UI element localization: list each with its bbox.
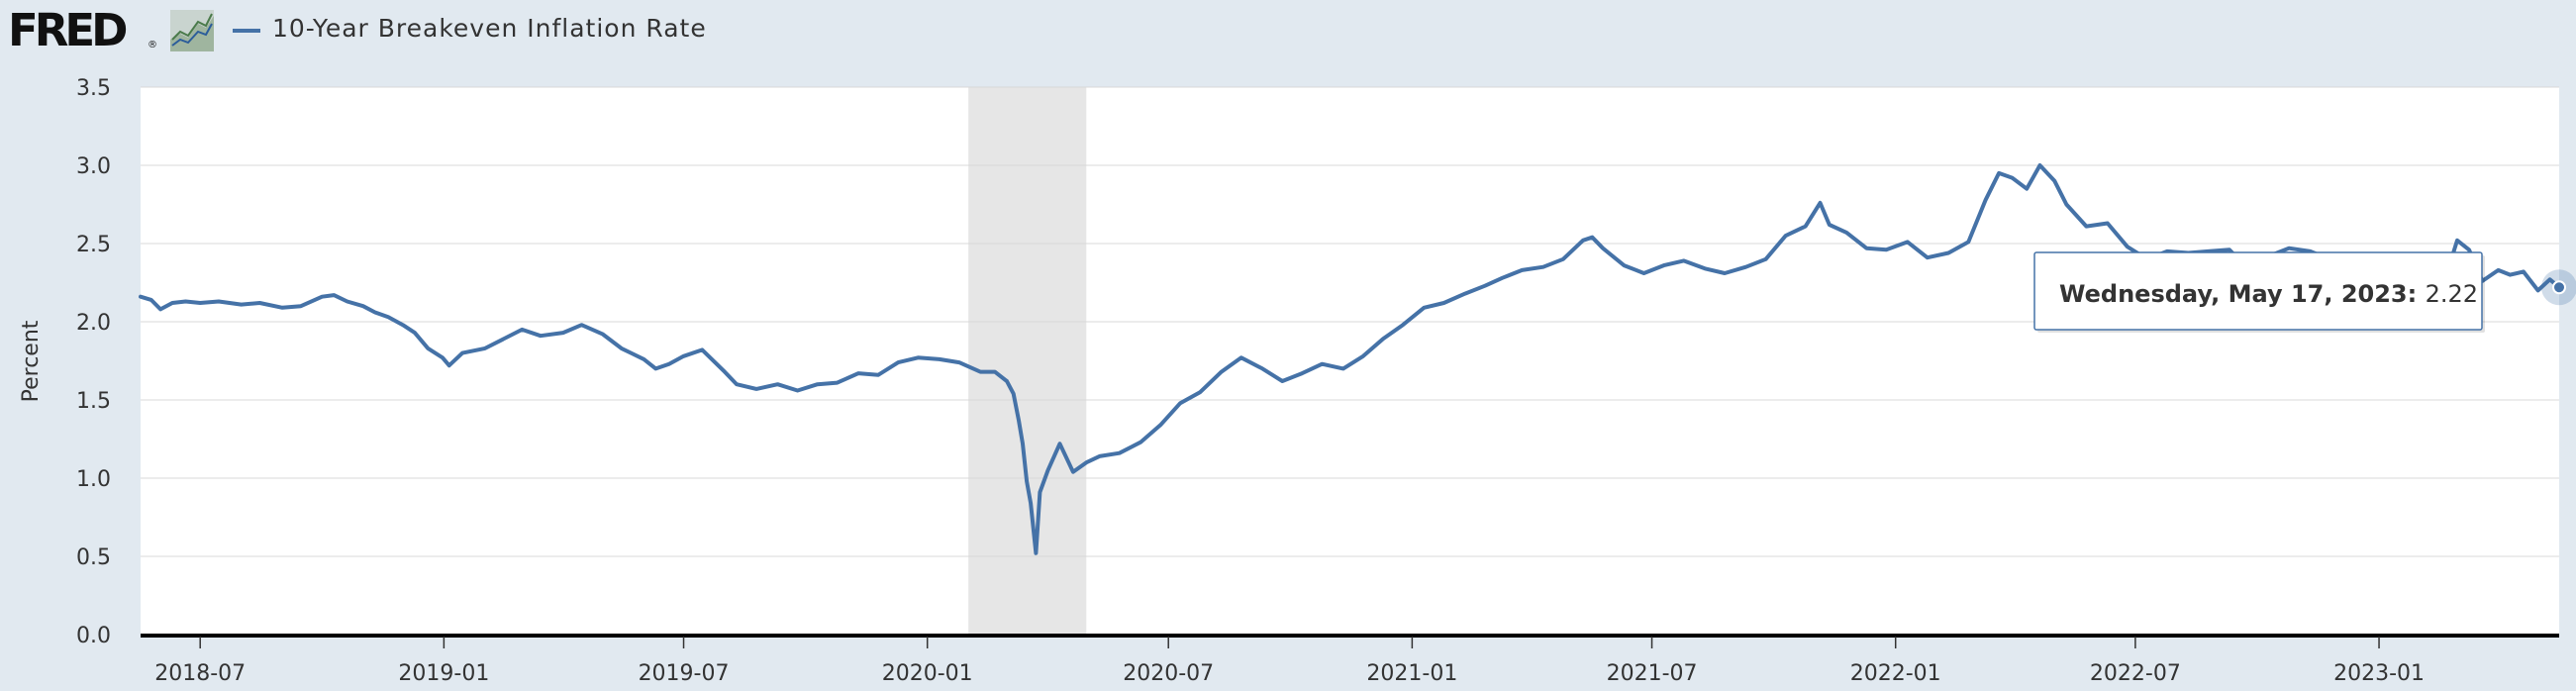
- plot-area: [141, 87, 2559, 635]
- y-tick-label: 3.5: [76, 76, 111, 101]
- tooltip-date: Wednesday, May 17, 2023:: [2059, 280, 2426, 308]
- x-tick-label: 2022-07: [2090, 661, 2181, 686]
- y-tick-label: 1.5: [76, 389, 111, 414]
- tooltip-text: Wednesday, May 17, 2023: 2.22: [2059, 280, 2478, 308]
- fred-logo[interactable]: FRED: [8, 4, 129, 56]
- chart-icon: [170, 10, 214, 51]
- hover-point[interactable]: [2552, 280, 2566, 295]
- legend-label[interactable]: 10-Year Breakeven Inflation Rate: [272, 14, 707, 43]
- y-tick-label: 1.0: [76, 467, 111, 492]
- y-tick-label: 0.0: [76, 624, 111, 648]
- x-tick-label: 2020-07: [1123, 661, 1214, 686]
- x-tick-label: 2021-07: [1607, 661, 1698, 686]
- tooltip-value: 2.22: [2426, 280, 2478, 308]
- x-tick-label: 2020-01: [882, 661, 973, 686]
- y-tick-label: 2.0: [76, 311, 111, 336]
- x-tick-label: 2022-01: [1850, 661, 1941, 686]
- y-axis-title: Percent: [19, 320, 44, 402]
- legend-swatch: [233, 29, 260, 33]
- x-tick-label: 2018-07: [154, 661, 246, 686]
- registered-mark: ®: [148, 40, 157, 50]
- y-tick-label: 0.5: [76, 545, 111, 570]
- x-tick-label: 2019-01: [398, 661, 489, 686]
- x-tick-label: 2019-07: [639, 661, 730, 686]
- tooltip-box: [2033, 251, 2483, 331]
- y-tick-label: 2.5: [76, 233, 111, 257]
- chart-header: FRED ® 10-Year Breakeven Inflation Rate: [0, 0, 2576, 59]
- y-tick-label: 3.0: [76, 154, 111, 179]
- x-tick-label: 2021-01: [1366, 661, 1457, 686]
- x-tick-label: 2023-01: [2333, 661, 2425, 686]
- recession-shade: [968, 87, 1087, 635]
